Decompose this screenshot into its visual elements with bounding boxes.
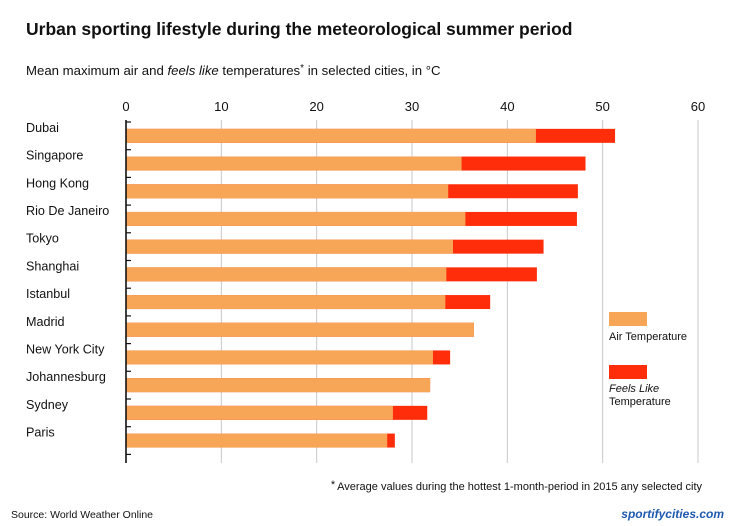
category-label: Tokyo [26,232,59,246]
subtitle-prefix: Mean maximum air and [26,63,168,78]
subtitle-suffix: in selected cities, in °C [304,63,441,78]
category-label: Singapore [26,149,83,163]
legend-label-feels: Feels Like Temperature [609,383,671,409]
bar-air-temperature [126,156,462,171]
subtitle-emphasis: feels like [167,63,219,78]
x-tick-label: 10 [214,99,228,114]
footnote-asterisk: * [330,479,336,491]
category-label: Hong Kong [26,176,89,190]
category-label: Shanghai [26,259,79,273]
bars [126,128,616,448]
chart-title: Urban sporting lifestyle during the mete… [26,19,573,39]
axes: 0 10 20 30 40 50 60 Dubai Singapore Hong Kong Rio … [26,99,705,463]
bar-air-temperature [126,128,536,143]
footnote-text: Average values during the hottest 1-mont… [337,481,702,493]
brand-link[interactable]: sportifycities.com [621,507,724,521]
grid-lines [220,120,699,463]
category-label: Paris [26,426,55,440]
legend-swatch-air [609,312,647,326]
source-credit: Source: World Weather Online [11,509,154,521]
bar-air-temperature [126,295,446,310]
x-tick-label: 60 [691,99,705,114]
bar-air-temperature [126,239,453,254]
legend-label-feels-emphasis: Feels Like [609,383,660,395]
category-label: Madrid [26,315,65,329]
category-label: Rio De Janeiro [26,204,109,218]
category-label: New York City [26,342,105,356]
chart-subtitle: Mean maximum air and feels like temperat… [26,63,441,78]
x-tick-label: 50 [595,99,609,114]
bar-air-temperature [126,378,431,393]
legend-label-feels-rest: Temperature [609,396,671,408]
bar-air-temperature [126,184,449,199]
x-tick-label: 40 [500,99,514,114]
legend-label-air: Air Temperature [609,331,688,343]
category-label: Dubai [26,121,59,135]
legend-swatch-feels [609,365,647,379]
bar-air-temperature [126,350,433,365]
bar-air-temperature [126,322,474,337]
bar-air-temperature [126,433,388,448]
x-tick-label: 0 [122,99,129,114]
category-label: Johannesburg [26,370,106,384]
subtitle-mid: temperatures [218,63,301,78]
x-tick-label: 30 [405,99,419,114]
bar-air-temperature [126,211,466,226]
bar-air-temperature [126,267,447,282]
footnote: * Average values during the hottest 1-mon… [331,479,702,493]
bar-air-temperature [126,405,393,420]
category-label: Istanbul [26,287,70,301]
category-label: Sydney [26,398,69,412]
x-tick-label: 20 [309,99,323,114]
subtitle-asterisk: * [300,63,305,74]
